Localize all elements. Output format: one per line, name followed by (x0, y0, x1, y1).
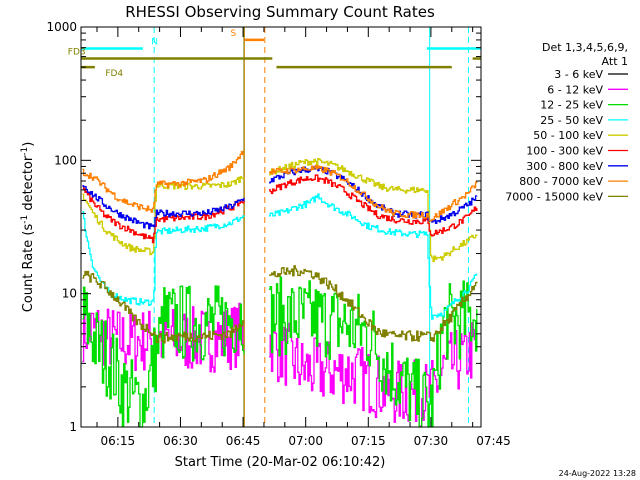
legend-entry-label: 25 - 50 keV (540, 114, 603, 127)
series-line-5 (82, 174, 478, 244)
plot-area: N S FD3 FD4 (68, 27, 481, 428)
axes: 1 10 100 1000 06:15 06:30 06:45 07:00 07:15 07:30… (46, 20, 510, 448)
y-tick-label: 1 (69, 420, 77, 434)
series-line-4 (82, 158, 478, 263)
y-tick-label: 100 (54, 153, 77, 167)
legend-title: Det 1,3,4,5,6,9, (542, 41, 628, 54)
flag-label-fd4: FD4 (105, 69, 123, 79)
plot-frame (80, 26, 482, 428)
chart-title: RHESSI Observing Summary Count Rates (125, 3, 435, 21)
x-tick-label: 07:45 (476, 434, 511, 448)
legend-entry-label: 3 - 6 keV (554, 68, 603, 81)
legend-entry-label: 12 - 25 keV (540, 99, 603, 112)
legend-entry-label: 6 - 12 keV (547, 83, 603, 96)
generated-timestamp: 24-Aug-2022 13:28 (559, 469, 636, 478)
y-tick-label: 1000 (46, 20, 77, 34)
legend: Det 1,3,4,5,6,9,Att 13 - 6 keV 6 - 12 keV… (505, 41, 628, 203)
y-axis-label: Count Rate (s-1 detector-1) (20, 142, 36, 313)
series-line-7 (82, 150, 478, 222)
x-axis-label: Start Time (20-Mar-02 06:10:42) (175, 455, 386, 470)
flag-label-fd3: FD3 (68, 48, 86, 58)
legend-entry-label: 100 - 300 keV (526, 145, 603, 158)
flag-label-s: S (231, 29, 237, 39)
flag-label-n: N (151, 37, 158, 47)
x-tick-label: 07:15 (351, 434, 386, 448)
x-tick-label: 06:30 (163, 434, 198, 448)
legend-entry-label: 300 - 800 keV (526, 160, 603, 173)
series-line-2 (82, 276, 478, 428)
legend-title: Att 1 (602, 55, 628, 68)
series-line-8 (82, 265, 478, 344)
x-tick-label: 07:30 (414, 434, 449, 448)
legend-entry-label: 50 - 100 keV (533, 129, 603, 142)
y-tick-label: 10 (62, 287, 77, 301)
legend-entry-label: 800 - 7000 keV (519, 175, 603, 188)
x-tick-label: 06:15 (101, 434, 136, 448)
legend-entry-label: 7000 - 15000 keV (505, 190, 603, 203)
x-tick-label: 06:45 (226, 434, 261, 448)
x-tick-label: 07:00 (288, 434, 323, 448)
